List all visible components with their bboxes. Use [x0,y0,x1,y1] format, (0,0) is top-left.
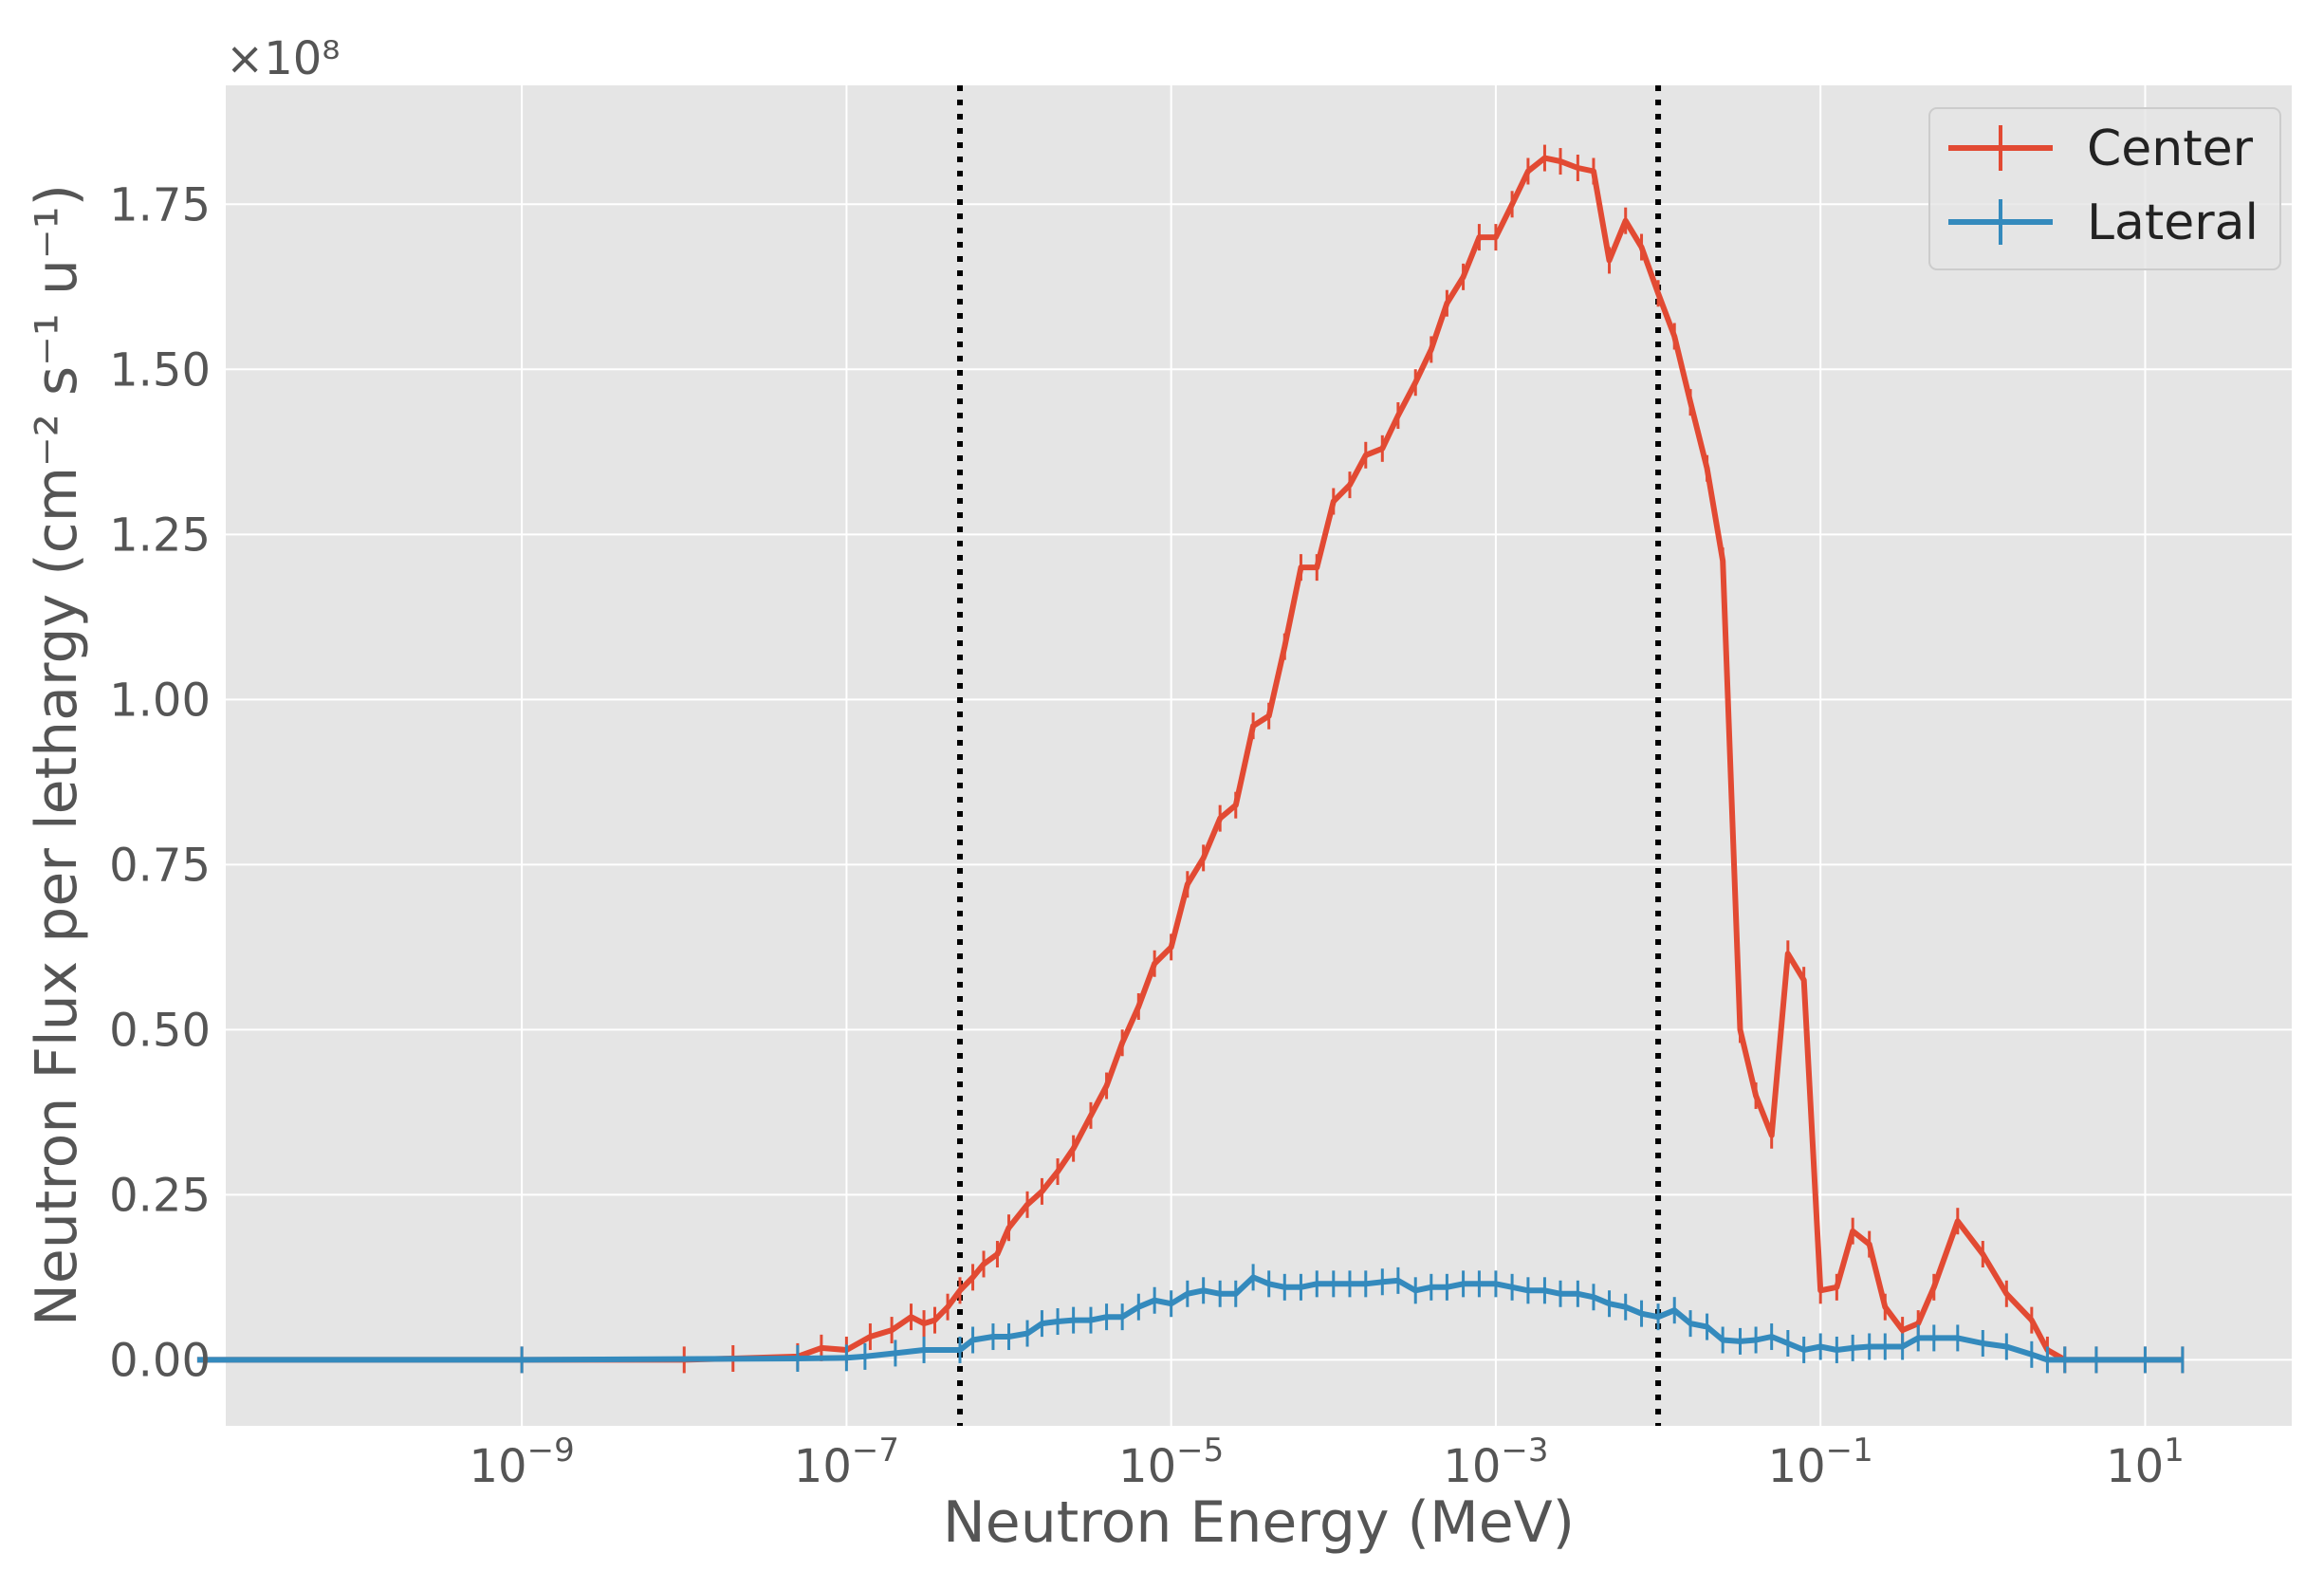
plot-background [226,85,2292,1426]
x-tick-base: 10 [470,1440,527,1493]
x-tick-label: 10−7 [794,1432,899,1493]
legend-label: Lateral [2087,194,2259,251]
legend: Center Lateral [1928,107,2281,270]
series-lateral [196,1264,2185,1374]
x-tick-base: 10 [1443,1440,1501,1493]
y-axis-title: Neutron Flux per lethargy (cm⁻² s⁻¹ u⁻¹) [24,184,90,1326]
y-tick-label: 0.25 [109,1169,211,1222]
x-tick-label: 10−9 [470,1432,575,1493]
x-tick-exponent: −1 [1826,1432,1873,1469]
x-tick-label: 10−5 [1118,1432,1224,1493]
y-scale-multiplier: ×10⁸ [226,32,341,85]
series-center [196,144,2185,1374]
x-tick-exponent: −3 [1501,1432,1548,1469]
x-tick-exponent: −9 [527,1432,575,1469]
y-tick-label: 1.00 [109,674,211,727]
y-tick-label: 1.25 [109,508,211,562]
x-tick-base: 10 [1768,1440,1826,1493]
x-tick-base: 10 [1118,1440,1176,1493]
series-layer [196,144,2185,1374]
legend-label: Center [2087,120,2254,177]
y-tick-label: 0.50 [109,1004,211,1057]
y-tick-label: 1.75 [109,178,211,231]
x-tick-label: 101 [2106,1432,2185,1493]
x-tick-label: 10−1 [1768,1432,1873,1493]
x-tick-label: 10−3 [1443,1432,1548,1493]
x-tick-exponent: 1 [2164,1432,2185,1469]
x-tick-exponent: −5 [1176,1432,1224,1469]
y-tick-label: 0.00 [109,1334,211,1387]
reference-lines [957,85,1662,1426]
y-tick-label: 0.75 [109,839,211,892]
x-tick-exponent: −7 [852,1432,899,1469]
x-tick-base: 10 [2106,1440,2164,1493]
y-tick-label: 1.50 [109,343,211,397]
x-axis-title: Neutron Energy (MeV) [943,1489,1575,1556]
grid [226,85,2292,1426]
x-tick-base: 10 [794,1440,852,1493]
series-line [196,155,2183,1363]
